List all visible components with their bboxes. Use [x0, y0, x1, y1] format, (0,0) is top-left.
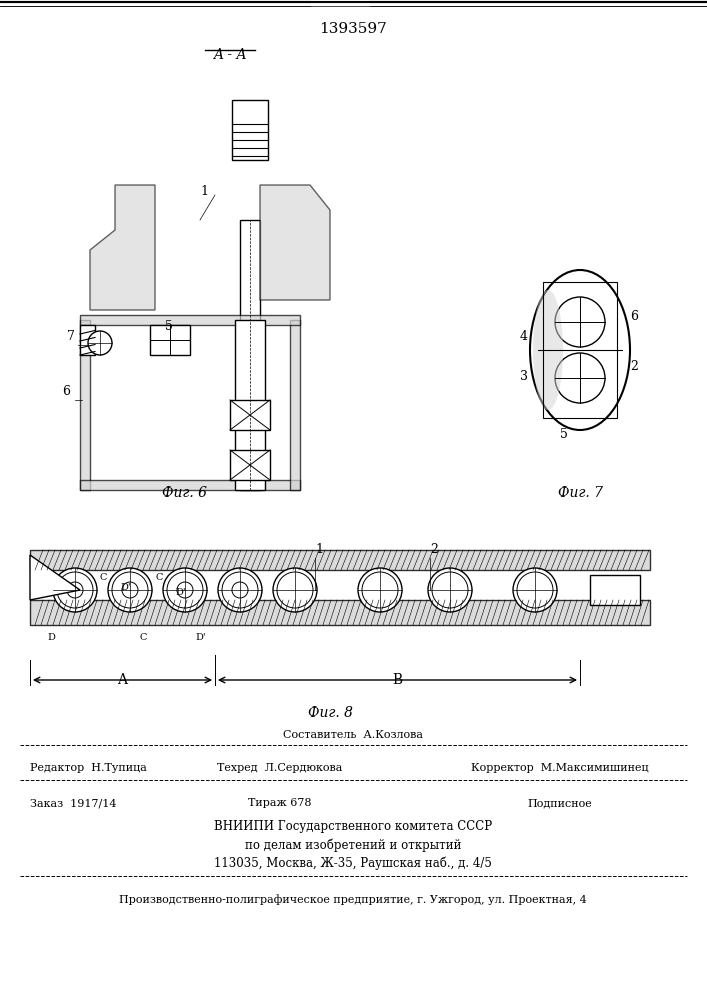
Text: 1: 1 [200, 185, 208, 198]
Bar [80, 320, 90, 490]
Text: B: B [392, 673, 402, 687]
Text: 2: 2 [630, 360, 638, 373]
Bar [150, 325, 190, 355]
Bar [232, 100, 268, 160]
Text: 4: 4 [520, 330, 528, 343]
Text: по делам изобретений и открытий: по делам изобретений и открытий [245, 838, 461, 852]
Bar [290, 320, 300, 490]
Bar [30, 550, 650, 570]
Text: Заказ  1917/14: Заказ 1917/14 [30, 798, 117, 808]
Circle shape [358, 568, 402, 612]
Text: D': D' [195, 633, 206, 642]
Circle shape [163, 568, 207, 612]
Bar [80, 325, 95, 355]
Circle shape [273, 568, 317, 612]
Text: D': D' [120, 583, 131, 592]
Text: 5: 5 [165, 320, 173, 333]
Text: Фиг. 8: Фиг. 8 [308, 706, 353, 720]
Text: A - A: A - A [214, 48, 247, 62]
Text: Фиг. 7: Фиг. 7 [558, 486, 602, 500]
Text: 6: 6 [62, 385, 70, 398]
Text: 6: 6 [630, 310, 638, 323]
Text: Техред  Л.Сердюкова: Техред Л.Сердюкова [217, 763, 343, 773]
Text: 7: 7 [67, 330, 75, 343]
Text: 5: 5 [560, 428, 568, 441]
Bar [80, 480, 300, 490]
Text: Подписное: Подписное [527, 798, 592, 808]
Bar [230, 400, 270, 430]
Text: C: C [100, 573, 107, 582]
Text: Корректор  М.Максимишинец: Корректор М.Максимишинец [471, 763, 649, 773]
Circle shape [218, 568, 262, 612]
Polygon shape [90, 185, 155, 310]
Text: A: A [117, 673, 127, 687]
Ellipse shape [533, 290, 563, 410]
Bar [590, 575, 640, 605]
Text: ВНИИПИ Государственного комитета СССР: ВНИИПИ Государственного комитета СССР [214, 820, 492, 833]
Text: 1: 1 [315, 543, 323, 556]
Text: 1393597: 1393597 [319, 22, 387, 36]
Text: Редактор  Н.Тупица: Редактор Н.Тупица [30, 763, 147, 773]
Polygon shape [260, 185, 330, 300]
Text: 3: 3 [520, 370, 528, 383]
Text: Составитель  А.Козлова: Составитель А.Козлова [283, 730, 423, 740]
Text: 2: 2 [430, 543, 438, 556]
Circle shape [88, 331, 112, 355]
Text: Производственно-полиграфическое предприятие, г. Ужгород, ул. Проектная, 4: Производственно-полиграфическое предприя… [119, 894, 587, 905]
Text: 113035, Москва, Ж-35, Раушская наб., д. 4/5: 113035, Москва, Ж-35, Раушская наб., д. … [214, 856, 492, 869]
Bar [80, 315, 300, 325]
Circle shape [53, 568, 97, 612]
Polygon shape [30, 555, 80, 600]
Ellipse shape [530, 270, 630, 430]
Bar [30, 600, 650, 625]
Text: D': D' [175, 588, 186, 597]
Text: C: C [140, 633, 147, 642]
Text: Фиг. 6: Фиг. 6 [163, 486, 207, 500]
Circle shape [555, 297, 605, 347]
Text: Тираж 678: Тираж 678 [248, 798, 312, 808]
Circle shape [108, 568, 152, 612]
Bar [240, 220, 260, 490]
Circle shape [513, 568, 557, 612]
Circle shape [428, 568, 472, 612]
Text: D: D [47, 633, 55, 642]
Circle shape [555, 353, 605, 403]
Bar [230, 450, 270, 480]
Bar [235, 320, 265, 490]
Text: C: C [155, 573, 163, 582]
Bar [543, 282, 617, 418]
